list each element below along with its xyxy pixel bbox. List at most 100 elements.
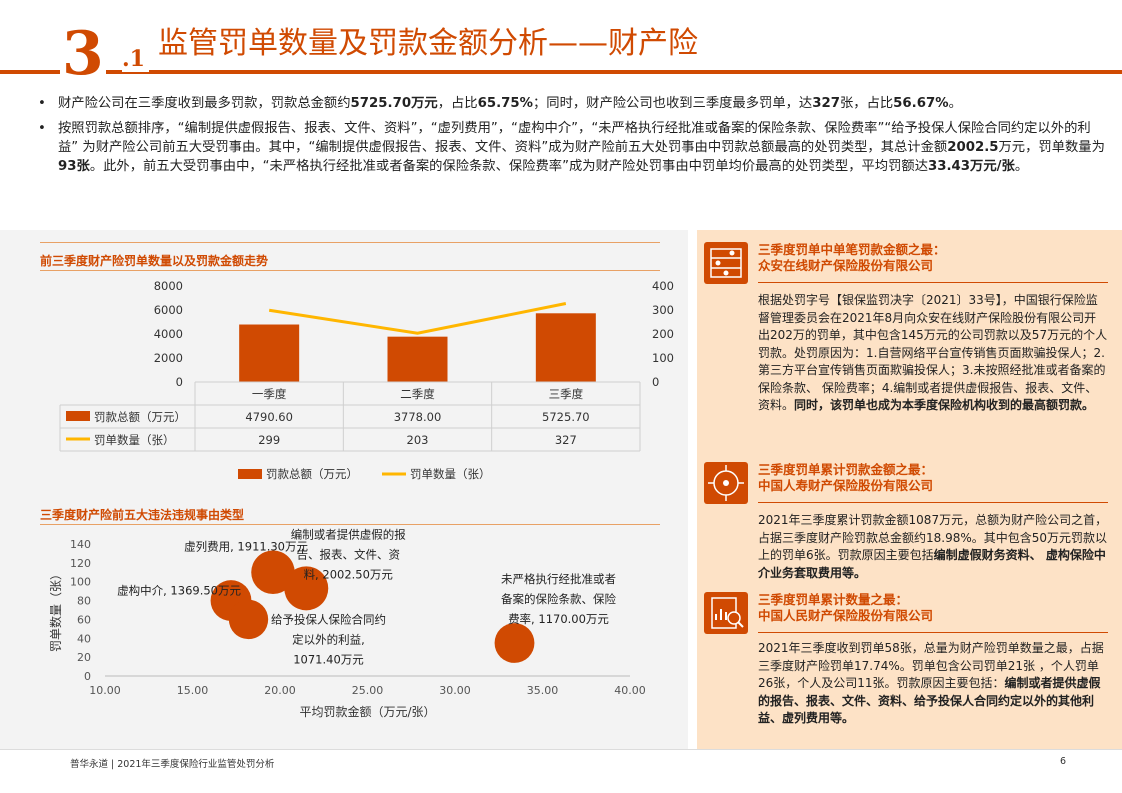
chart1-title: 前三季度财产险罚单数量以及罚款金额走势 <box>40 252 268 269</box>
data-label: 1071.40万元 <box>293 652 364 666</box>
violation-bubble-chart: 02040608010012014010.00 15.00 20.00 25.00 30… <box>40 526 680 726</box>
y-axis-label: 罚单数量（张） <box>48 568 63 652</box>
bubble <box>229 600 268 639</box>
card-body: 根据处罚字号【银保监罚决字〔2021〕33号】，中国银行保险监督管理委员会在20… <box>758 292 1108 415</box>
x-tick-label: 20.00 <box>264 684 296 697</box>
card-heading: 三季度罚单累计数量之最： 中国人民财产保险股份有限公司 <box>758 592 933 624</box>
y-tick-label: 120 <box>70 557 91 570</box>
summary-bullets: 财产险公司在三季度收到最多罚款，罚款总金额约5725.70万元，占比65.75%… <box>36 94 1106 182</box>
category-label: 三季度 <box>549 387 584 401</box>
search-report-icon <box>704 592 748 634</box>
body-text: 。 <box>1015 159 1028 174</box>
data-label: 备案的保险条款、保险 <box>501 592 616 606</box>
data-label: 编制或者提供虚假的报 <box>291 527 406 541</box>
x-tick-label: 35.00 <box>527 684 559 697</box>
card-heading-company: 中国人民财产保险股份有限公司 <box>758 608 933 624</box>
circuit-icon <box>704 462 748 504</box>
x-tick-label: 10.00 <box>89 684 121 697</box>
section-subnumber: .1 <box>122 46 149 72</box>
data-label: 327 <box>555 433 577 447</box>
bar <box>239 325 299 382</box>
footer-rule <box>0 749 1122 750</box>
card-heading: 三季度罚单累计罚款金额之最： 中国人寿财产保险股份有限公司 <box>758 462 933 494</box>
section-number: 3 <box>60 22 106 86</box>
y-tick-label: 80 <box>77 595 91 608</box>
data-label: 虚列费用, 1911.30万元 <box>184 539 308 553</box>
highlight-text: 33.43万元/张 <box>928 159 1015 174</box>
series-label: 罚单数量（张） <box>94 433 175 447</box>
y-right-tick-label: 400 <box>652 279 674 293</box>
bar <box>536 313 596 382</box>
chart1-title-rule <box>40 270 660 271</box>
card-largest-total-fine: 三季度罚单累计罚款金额之最： 中国人寿财产保险股份有限公司 2021年三季度累计… <box>704 462 1114 582</box>
data-label: 料, 2002.50万元 <box>304 567 394 581</box>
body-text: 财产险公司在三季度收到最多罚款，罚款总金额约 <box>58 96 351 111</box>
body-text: 。 <box>949 96 962 111</box>
card-rule <box>758 282 1108 283</box>
highlight-text: 65.75% <box>478 96 533 111</box>
card-most-tickets: 三季度罚单累计数量之最： 中国人民财产保险股份有限公司 2021年三季度收到罚单… <box>704 592 1114 742</box>
body-text: 万元，罚单数量为 <box>999 140 1105 155</box>
highlight-text: 2002.5 <box>947 140 998 155</box>
trend-chart: 0 2000 4000 6000 8000 0 100 200 300 400 一季度 4790.60… <box>40 272 680 494</box>
highlight-text: 5725.70万元 <box>351 96 438 111</box>
y-tick-label: 20 <box>77 651 91 664</box>
bullet-1: 财产险公司在三季度收到最多罚款，罚款总金额约5725.70万元，占比65.75%… <box>36 94 1106 113</box>
body-text: 根据处罚字号【银保监罚决字〔2021〕33号】，中国银行保险监督管理委员会在20… <box>758 293 1107 412</box>
highlight-text: 93张 <box>58 159 90 174</box>
network-icon <box>704 242 748 284</box>
y-left-tick-label: 4000 <box>154 327 183 341</box>
chart2-title: 三季度财产险前五大违法违规事由类型 <box>40 506 244 523</box>
data-label: 未严格执行经批准或者 <box>501 572 616 586</box>
bubble <box>495 623 535 663</box>
highlight-text: 327 <box>812 96 840 111</box>
bullet-2: 按照罚款总额排序，“编制提供虚假报告、报表、文件、资料”，“虚列费用”，“虚构中… <box>36 119 1106 176</box>
data-label: 给予投保人保险合同约 <box>271 612 386 626</box>
card-heading-company: 众安在线财产保险股份有限公司 <box>758 258 946 274</box>
data-label: 3778.00 <box>394 410 442 424</box>
data-label: 费率, 1170.00万元 <box>508 612 609 626</box>
card-largest-single-fine: 三季度罚单中单笔罚款金额之最： 众安在线财产保险股份有限公司 根据处罚字号【银保… <box>704 242 1114 454</box>
card-heading-line: 三季度罚单累计数量之最： <box>758 592 933 608</box>
highlight-text: 同时，该罚单也成为本季度保险机构收到的最高额罚款。 <box>794 398 1094 412</box>
body-text: 。此外，前五大受罚事由中，“未严格执行经批准或者备案的保险条款、保险费率”成为财… <box>90 159 928 174</box>
category-label: 一季度 <box>252 387 287 401</box>
data-label: 203 <box>407 433 429 447</box>
y-left-tick-label: 0 <box>176 375 183 389</box>
card-heading-line: 三季度罚单中单笔罚款金额之最： <box>758 242 946 258</box>
chart1-top-rule <box>40 242 660 243</box>
x-tick-label: 15.00 <box>177 684 209 697</box>
bar <box>388 337 448 382</box>
data-label: 299 <box>258 433 280 447</box>
y-right-tick-label: 100 <box>652 351 674 365</box>
card-body: 2021年三季度累计罚款金额1087万元，总额为财产险公司之首，占据三季度财产险… <box>758 512 1108 582</box>
x-tick-label: 40.00 <box>614 684 646 697</box>
page-number: 6 <box>1060 756 1066 767</box>
card-heading-company: 中国人寿财产保险股份有限公司 <box>758 478 933 494</box>
legend-swatch <box>66 411 90 421</box>
y-left-tick-label: 8000 <box>154 279 183 293</box>
y-left-tick-label: 2000 <box>154 351 183 365</box>
y-right-tick-label: 0 <box>652 375 659 389</box>
header-rule <box>0 70 1122 74</box>
y-right-tick-label: 300 <box>652 303 674 317</box>
data-label: 虚构中介, 1369.50万元 <box>117 584 241 598</box>
y-tick-label: 0 <box>84 670 91 683</box>
legend-swatch <box>238 469 262 479</box>
body-text: 按照罚款总额排序，“编制提供虚假报告、报表、文件、资料”，“虚列费用”，“虚构中… <box>58 121 1091 155</box>
legend-label: 罚单数量（张） <box>410 467 491 481</box>
x-tick-label: 25.00 <box>352 684 384 697</box>
card-body: 2021年三季度收到罚单58张，总量为财产险罚单数量之最，占据三季度财产险罚单1… <box>758 640 1108 728</box>
line-series <box>269 304 566 334</box>
data-label: 5725.70 <box>542 410 590 424</box>
y-tick-label: 40 <box>77 632 91 645</box>
card-rule <box>758 502 1108 503</box>
legend-label: 罚款总额（万元） <box>266 467 358 481</box>
data-label: 定以外的利益, <box>292 632 365 646</box>
highlight-text: 56.67% <box>893 96 948 111</box>
card-heading: 三季度罚单中单笔罚款金额之最： 众安在线财产保险股份有限公司 <box>758 242 946 274</box>
y-right-tick-label: 200 <box>652 327 674 341</box>
body-text: 张，占比 <box>840 96 893 111</box>
page-title: 监管罚单数量及罚款金额分析——财产险 <box>158 24 698 64</box>
footer-source: 普华永道 | 2021年三季度保险行业监管处罚分析 <box>70 756 274 770</box>
